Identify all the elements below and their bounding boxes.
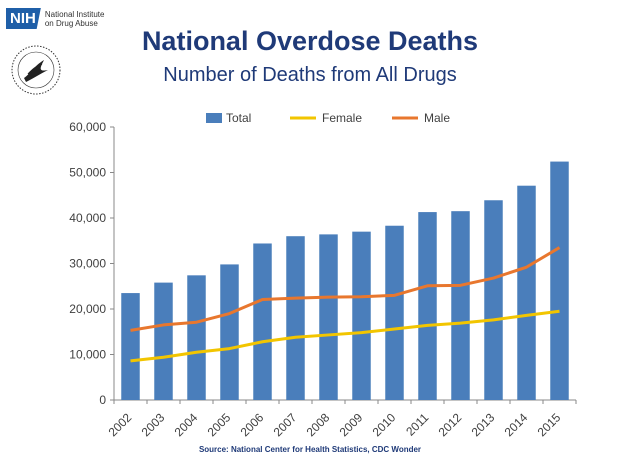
bar-total [418,212,437,400]
x-tick-label: 2003 [139,410,168,439]
nih-institute-name: National Institute on Drug Abuse [45,10,117,28]
x-tick-label: 2010 [370,410,399,439]
bar-total [484,200,503,400]
x-tick-label: 2011 [403,410,431,438]
x-tick-label: 2014 [502,410,531,439]
line-female [130,309,560,363]
y-tick-label: 60,000 [69,120,106,134]
bar-total [385,225,404,400]
bar-total [352,231,371,400]
chart-subtitle: Number of Deaths from All Drugs [163,64,457,86]
bar-total [220,264,239,400]
bar-total [550,161,569,400]
y-tick-label: 30,000 [69,257,106,271]
bar-total [154,282,173,400]
nih-logo: NIH National Institute on Drug Abuse [6,8,117,29]
bar-total [187,275,206,400]
chart-title: National Overdose Deaths [141,26,479,56]
x-tick-label: 2009 [337,410,366,439]
bar-total [517,185,536,400]
bar-total [253,243,272,400]
y-tick-label: 10,000 [69,348,106,362]
x-tick-label: 2005 [205,410,234,439]
hhs-seal-icon [11,45,61,95]
source-note: Source: National Center for Health Stati… [198,445,422,454]
x-tick-label: 2012 [436,410,465,439]
legend-label-male: Male [424,111,450,125]
legend-swatch-total [206,113,222,123]
x-tick-label: 2004 [172,410,201,439]
x-tick-label: 2006 [238,410,267,439]
x-tick-label: 2008 [304,410,333,439]
bar-total [451,211,470,400]
bar-total [121,293,140,400]
y-tick-label: 50,000 [69,166,106,180]
bar-total [286,236,305,400]
bar-total [319,234,338,400]
nih-badge: NIH [6,8,41,29]
x-tick-label: 2013 [469,410,498,439]
legend-label-female: Female [322,111,362,125]
y-tick-label: 40,000 [69,211,106,225]
line-male [130,246,561,332]
y-tick-label: 20,000 [69,302,106,316]
legend-label-total: Total [226,111,251,125]
x-tick-label: 2015 [535,410,564,439]
y-tick-label: 0 [99,393,106,407]
nih-name-line1: National Institute [44,9,105,19]
x-tick-label: 2007 [271,410,300,439]
nih-name-line2: on Drug Abuse [44,18,98,28]
x-tick-label: 2002 [106,410,135,439]
